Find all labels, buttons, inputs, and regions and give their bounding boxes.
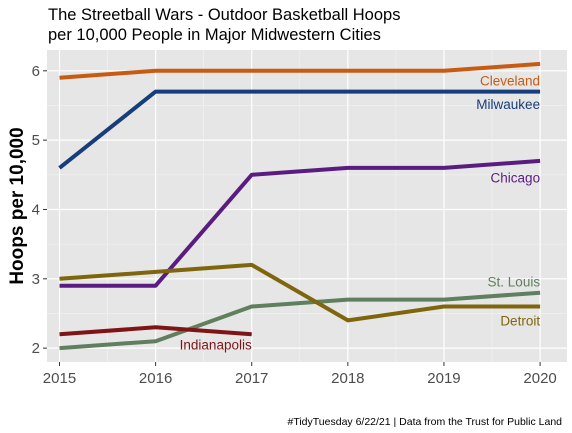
y-tick-label: 6 [32,63,40,80]
y-axis: 2 3 4 5 6 [32,63,47,357]
series-label-milwaukee: Milwaukee [476,97,540,112]
y-axis-title: Hoops per 10,000 [7,127,28,284]
y-tick-label: 2 [32,340,40,357]
series-label-chicago: Chicago [491,171,541,186]
series-labels: Cleveland Milwaukee Chicago St. Louis Detroi… [180,74,541,353]
x-axis: 2015 2016 2017 2018 2019 2020 [43,362,557,387]
series-line-st-louis [59,290,541,351]
x-tick-label: 2015 [43,370,76,387]
chart-title-line-1: The Streetball Wars - Outdoor Basketball… [48,6,400,24]
chart-caption: #TidyTuesday 6/22/21 | Data from the Tru… [287,416,562,428]
chart-title-line-2: per 10,000 People in Major Midwestern Ci… [48,26,381,44]
series-label-st-louis: St. Louis [488,275,541,290]
x-tick-label: 2019 [427,370,460,387]
series-lines [58,61,541,351]
x-tick-label: 2018 [331,370,364,387]
series-label-cleveland: Cleveland [480,74,540,89]
plot-background [47,50,567,362]
x-tick-label: 2016 [139,370,172,387]
series-line-cleveland [59,61,541,80]
series-line-milwaukee [58,89,541,170]
y-tick-label: 3 [32,271,40,288]
minor-gridlines [47,50,567,362]
y-tick-label: 5 [32,132,40,149]
y-tick-label: 4 [32,201,40,218]
series-line-indianapolis [59,325,252,337]
series-line-chicago [59,158,541,288]
plot-area: Cleveland Milwaukee Chicago St. Louis Detroi… [47,50,567,362]
series-line-detroit [59,262,541,323]
series-label-indianapolis: Indianapolis [180,338,252,353]
x-tick-label: 2017 [235,370,268,387]
series-label-detroit: Detroit [500,313,540,328]
x-tick-label: 2020 [523,370,556,387]
